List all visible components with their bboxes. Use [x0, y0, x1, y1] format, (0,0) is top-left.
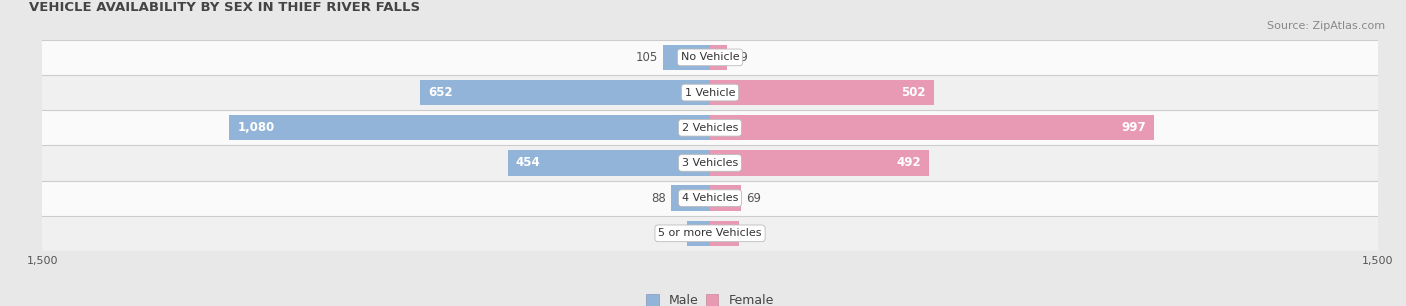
Bar	[508, 150, 710, 176]
Text: 52: 52	[666, 227, 682, 240]
Text: 997: 997	[1122, 121, 1146, 134]
Text: 88: 88	[651, 192, 665, 205]
Bar	[420, 80, 710, 105]
Text: 492: 492	[897, 156, 921, 170]
Bar	[710, 80, 934, 105]
Text: 64: 64	[744, 227, 759, 240]
Text: 502: 502	[901, 86, 925, 99]
Text: Source: ZipAtlas.com: Source: ZipAtlas.com	[1267, 21, 1385, 32]
Bar	[710, 150, 929, 176]
Text: 3 Vehicles: 3 Vehicles	[682, 158, 738, 168]
Text: VEHICLE AVAILABILITY BY SEX IN THIEF RIVER FALLS: VEHICLE AVAILABILITY BY SEX IN THIEF RIV…	[28, 2, 420, 14]
Text: 2 Vehicles: 2 Vehicles	[682, 123, 738, 133]
Bar	[42, 75, 1378, 110]
Text: 1 Vehicle: 1 Vehicle	[685, 88, 735, 98]
Text: 105: 105	[636, 51, 658, 64]
Bar	[688, 221, 710, 246]
Bar	[42, 110, 1378, 145]
Text: No Vehicle: No Vehicle	[681, 52, 740, 62]
Bar	[42, 40, 1378, 75]
Text: 652: 652	[427, 86, 453, 99]
Bar	[229, 115, 710, 140]
Bar	[710, 221, 738, 246]
Bar	[42, 216, 1378, 251]
Legend: Male, Female: Male, Female	[641, 289, 779, 306]
Bar	[710, 45, 727, 70]
Bar	[42, 145, 1378, 181]
Bar	[710, 185, 741, 211]
Bar	[42, 181, 1378, 216]
Text: 5 or more Vehicles: 5 or more Vehicles	[658, 228, 762, 238]
Bar	[671, 185, 710, 211]
Text: 1,080: 1,080	[238, 121, 274, 134]
Text: 69: 69	[747, 192, 761, 205]
Text: 4 Vehicles: 4 Vehicles	[682, 193, 738, 203]
Bar	[664, 45, 710, 70]
Bar	[710, 115, 1154, 140]
Text: 454: 454	[516, 156, 541, 170]
Text: 39: 39	[733, 51, 748, 64]
